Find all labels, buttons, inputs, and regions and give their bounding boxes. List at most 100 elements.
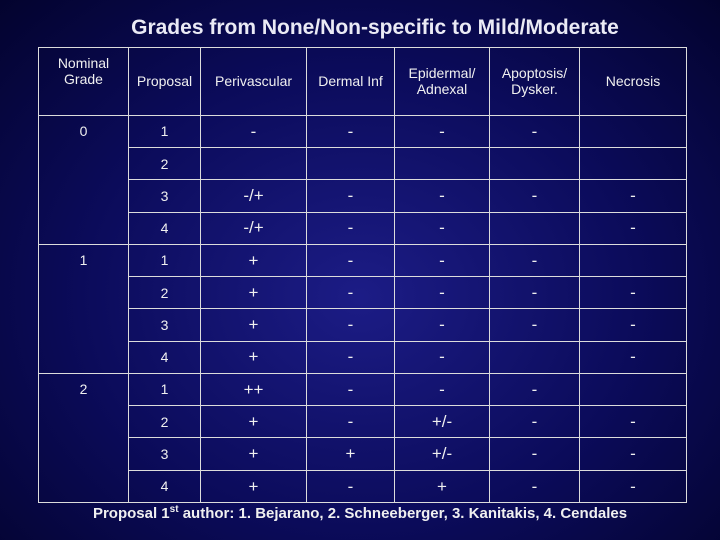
- header-apoptosis-dysker: Apoptosis/ Dysker.: [489, 47, 580, 116]
- grades-table: Nominal Grade Proposal Perivascular Derm…: [38, 47, 687, 504]
- necrosis-cell: [579, 146, 687, 181]
- perivascular-cell: +: [200, 469, 307, 504]
- proposal-cell: 3: [128, 437, 201, 471]
- perivascular-cell: +: [200, 243, 307, 278]
- table-row: 4 + - + - -: [39, 469, 687, 504]
- proposal-cell: 4: [128, 340, 201, 374]
- perivascular-cell: +: [200, 276, 307, 310]
- necrosis-cell: -: [579, 469, 687, 504]
- necrosis-cell: -: [579, 437, 687, 471]
- proposal-cell: 1: [128, 243, 201, 278]
- perivascular-cell: ++: [200, 372, 307, 407]
- epidermal-cell: -: [394, 276, 490, 310]
- dermal-cell: -: [306, 469, 395, 504]
- dermal-cell: -: [306, 243, 395, 278]
- dermal-cell: -: [306, 308, 395, 342]
- table-row: 2: [39, 146, 687, 181]
- table-row: 2 1 ++ - - -: [38, 372, 687, 504]
- apoptosis-cell: [489, 146, 580, 181]
- epidermal-cell: -: [394, 243, 490, 278]
- proposal-cell: 1: [128, 372, 201, 407]
- proposal-cell: 3: [128, 179, 201, 213]
- necrosis-cell: -: [579, 405, 687, 439]
- apoptosis-cell: -: [489, 372, 580, 407]
- epidermal-cell: -: [394, 179, 490, 213]
- dermal-cell: -: [306, 372, 395, 407]
- epidermal-cell: -: [394, 114, 490, 148]
- necrosis-cell: -: [579, 211, 687, 245]
- nominal-grade-cell: 2: [38, 372, 129, 504]
- table-row: 3 -/+ - - - -: [39, 179, 687, 213]
- header-nominal-line2: Grade: [64, 71, 103, 88]
- table-row: 4 -/+ - - -: [39, 211, 687, 245]
- perivascular-cell: +: [200, 340, 307, 374]
- apoptosis-cell: -: [489, 469, 580, 504]
- proposal-cell: 2: [128, 276, 201, 310]
- apoptosis-cell: [489, 340, 580, 374]
- table-row: 1 1 + - - -: [38, 243, 687, 374]
- proposal-cell: 2: [128, 146, 201, 181]
- footer-citation: Proposal 1st author: 1. Bejarano, 2. Sch…: [0, 504, 720, 522]
- apoptosis-cell: -: [489, 114, 580, 148]
- proposal-cell: 4: [128, 211, 201, 245]
- epidermal-cell: +/-: [394, 437, 490, 471]
- epidermal-cell: -: [394, 308, 490, 342]
- header-proposal: Proposal: [128, 47, 201, 116]
- proposal-cell: 2: [128, 405, 201, 439]
- header-row: Nominal Grade Proposal Perivascular Derm…: [38, 47, 687, 116]
- necrosis-cell: [579, 114, 687, 148]
- table-row: 4 + - - -: [39, 340, 687, 374]
- necrosis-cell: [579, 372, 687, 407]
- table-row: 3 + + +/- - -: [39, 437, 687, 471]
- header-epidermal-line1: Epidermal/: [408, 65, 476, 82]
- footer-prefix: Proposal 1: [92, 505, 170, 522]
- header-apoptosis-line1: Apoptosis/: [501, 65, 568, 82]
- nominal-grade-cell: 1: [38, 243, 129, 374]
- dermal-cell: -: [306, 405, 395, 439]
- table-row: 2 + - +/- - -: [39, 405, 687, 439]
- apoptosis-cell: -: [489, 405, 580, 439]
- header-dermal-inf: Dermal Inf: [306, 47, 395, 116]
- perivascular-cell: +: [200, 308, 307, 342]
- header-epidermal-line2: Adnexal: [416, 81, 468, 98]
- apoptosis-cell: -: [489, 179, 580, 213]
- header-perivascular: Perivascular: [200, 47, 307, 116]
- necrosis-cell: [579, 243, 687, 278]
- apoptosis-cell: -: [489, 308, 580, 342]
- perivascular-cell: -/+: [200, 211, 307, 245]
- perivascular-cell: -: [200, 114, 307, 148]
- header-nominal-line1: Nominal: [57, 55, 110, 71]
- header-apoptosis-line2: Dysker.: [511, 81, 558, 98]
- epidermal-cell: +: [394, 469, 490, 504]
- necrosis-cell: -: [579, 340, 687, 374]
- nominal-grade-cell: 0: [38, 114, 129, 245]
- epidermal-cell: -: [394, 340, 490, 374]
- epidermal-cell: +/-: [394, 405, 490, 439]
- dermal-cell: -: [306, 179, 395, 213]
- perivascular-cell: +: [200, 405, 307, 439]
- dermal-cell: [306, 146, 395, 181]
- epidermal-cell: [394, 146, 490, 181]
- dermal-cell: -: [306, 211, 395, 245]
- apoptosis-cell: -: [489, 437, 580, 471]
- proposal-cell: 4: [128, 469, 201, 504]
- dermal-cell: -: [306, 276, 395, 310]
- header-epidermal-adnexal: Epidermal/ Adnexal: [394, 47, 490, 116]
- necrosis-cell: -: [579, 276, 687, 310]
- footer-text: author: 1. Bejarano, 2. Schneeberger, 3.…: [178, 505, 628, 522]
- proposal-cell: 1: [128, 114, 201, 148]
- header-necrosis: Necrosis: [579, 47, 687, 116]
- perivascular-cell: -/+: [200, 179, 307, 213]
- perivascular-cell: [200, 146, 307, 181]
- perivascular-cell: +: [200, 437, 307, 471]
- necrosis-cell: -: [579, 308, 687, 342]
- proposal-cell: 3: [128, 308, 201, 342]
- apoptosis-cell: [489, 211, 580, 245]
- dermal-cell: -: [306, 114, 395, 148]
- dermal-cell: +: [306, 437, 395, 471]
- necrosis-cell: -: [579, 179, 687, 213]
- epidermal-cell: -: [394, 372, 490, 407]
- slide-title: Grades from None/Non-specific to Mild/Mo…: [131, 16, 619, 39]
- dermal-cell: -: [306, 340, 395, 374]
